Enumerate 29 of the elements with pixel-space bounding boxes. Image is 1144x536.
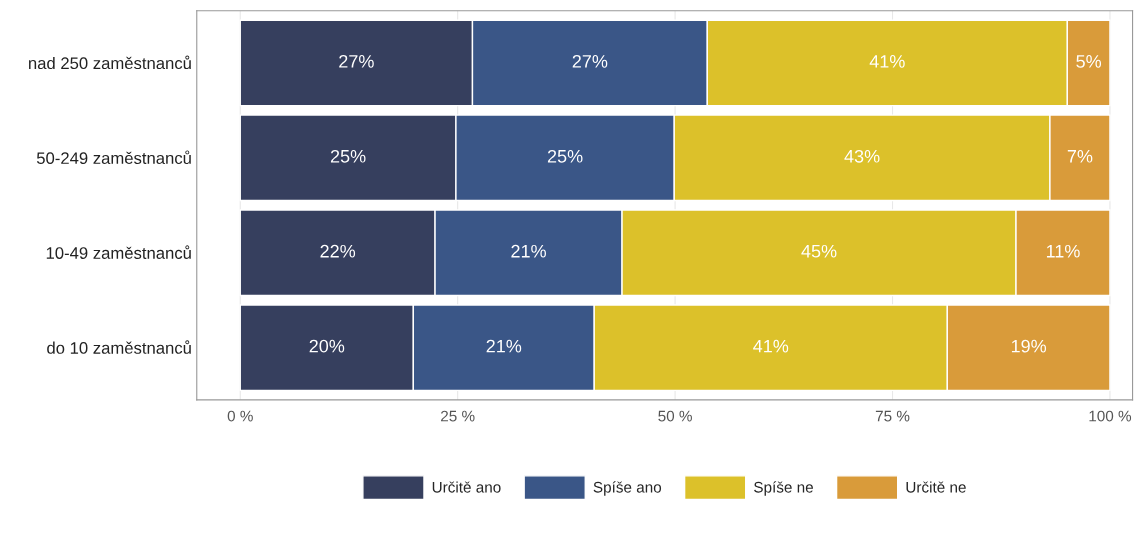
data-label: 41% [753, 339, 789, 353]
legend-label: Určitě ano [432, 481, 501, 493]
x-tick-label: 100 % [1089, 410, 1132, 422]
legend-label: Určitě ne [906, 481, 966, 493]
x-tick-label: 50 % [658, 410, 692, 422]
legend-label: Spíše ano [593, 481, 662, 496]
x-tick-label: 75 % [875, 410, 910, 422]
data-label: 22% [320, 244, 356, 258]
y-tick-label: do 10 zaměstnanců [47, 340, 191, 354]
data-label: 43% [844, 149, 880, 163]
y-tick-label: 50-249 zaměstnanců [36, 150, 191, 165]
data-label: 25% [330, 149, 366, 163]
legend-label: Spíše ne [754, 481, 813, 496]
data-label: 19% [1011, 339, 1047, 353]
data-label: 27% [572, 54, 608, 68]
data-label: 7% [1067, 149, 1093, 163]
y-tick-label: 10-49 zaměstnanců [46, 245, 191, 259]
data-label: 21% [511, 244, 546, 258]
x-tick-label: 0 % [227, 410, 253, 422]
y-tick-label: nad 250 zaměstnanců [29, 55, 191, 70]
x-tick-label: 25 % [441, 410, 475, 422]
data-label: 27% [339, 54, 374, 68]
data-label: 45% [801, 244, 837, 258]
data-label: 25% [547, 149, 583, 163]
data-label: 5% [1076, 55, 1102, 68]
data-label: 20% [309, 339, 345, 353]
data-label: 21% [486, 339, 522, 353]
data-label: 41% [869, 55, 905, 68]
data-label: 11% [1046, 244, 1080, 258]
